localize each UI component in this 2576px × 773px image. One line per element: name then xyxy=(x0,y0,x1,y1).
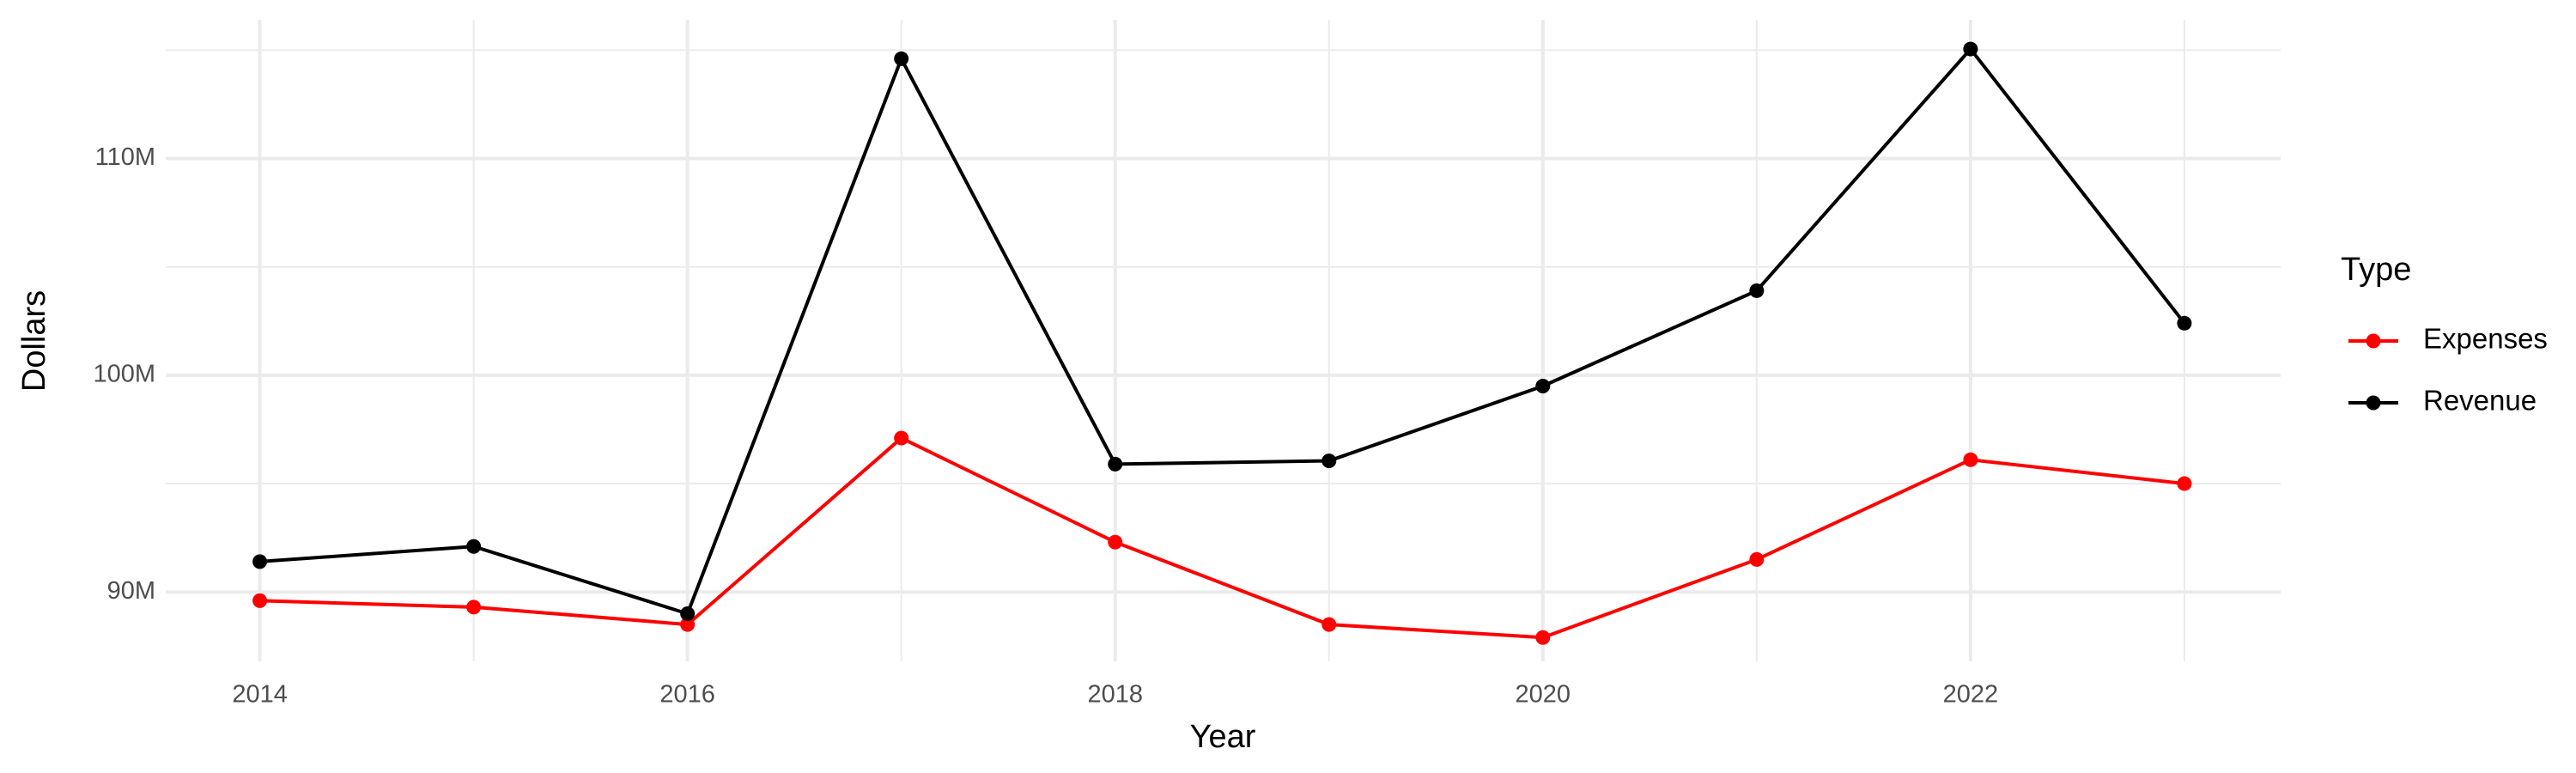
data-point xyxy=(894,430,909,446)
data-point xyxy=(2177,476,2192,491)
data-point xyxy=(1535,378,1551,393)
data-point xyxy=(894,51,909,66)
data-point xyxy=(252,554,268,569)
y-axis-title: Dollars xyxy=(16,290,52,392)
data-point xyxy=(1749,283,1765,298)
legend-key-point xyxy=(2366,395,2381,411)
data-point xyxy=(1321,453,1337,469)
x-tick-label: 2014 xyxy=(232,681,288,709)
data-point xyxy=(2177,315,2192,331)
x-axis-title: Year xyxy=(1190,719,1256,755)
x-tick-label: 2018 xyxy=(1087,681,1143,709)
data-point xyxy=(1963,41,1978,57)
data-point xyxy=(466,539,482,554)
data-point xyxy=(1108,456,1123,472)
legend-title: Type xyxy=(2341,252,2411,288)
x-tick-label: 2022 xyxy=(1943,681,1999,709)
series-line xyxy=(259,436,2185,640)
series-line xyxy=(259,47,2186,616)
y-tick-label: 110M xyxy=(95,143,155,171)
data-point xyxy=(1108,534,1123,550)
legend-label: Expenses xyxy=(2423,323,2548,355)
data-point xyxy=(1321,617,1337,632)
y-tick-label: 100M xyxy=(93,361,155,388)
data-point xyxy=(1749,551,1765,567)
data-point xyxy=(680,606,696,621)
data-point xyxy=(680,617,696,632)
data-point xyxy=(1963,452,1978,467)
x-tick-label: 2016 xyxy=(659,681,715,709)
x-tick-label: 2020 xyxy=(1516,681,1571,709)
y-tick-label: 90M xyxy=(107,577,155,605)
data-point xyxy=(252,593,268,608)
data-point xyxy=(466,600,482,615)
legend-key-point xyxy=(2366,333,2381,349)
data-point xyxy=(1535,630,1551,645)
legend-label: Revenue xyxy=(2423,385,2537,417)
